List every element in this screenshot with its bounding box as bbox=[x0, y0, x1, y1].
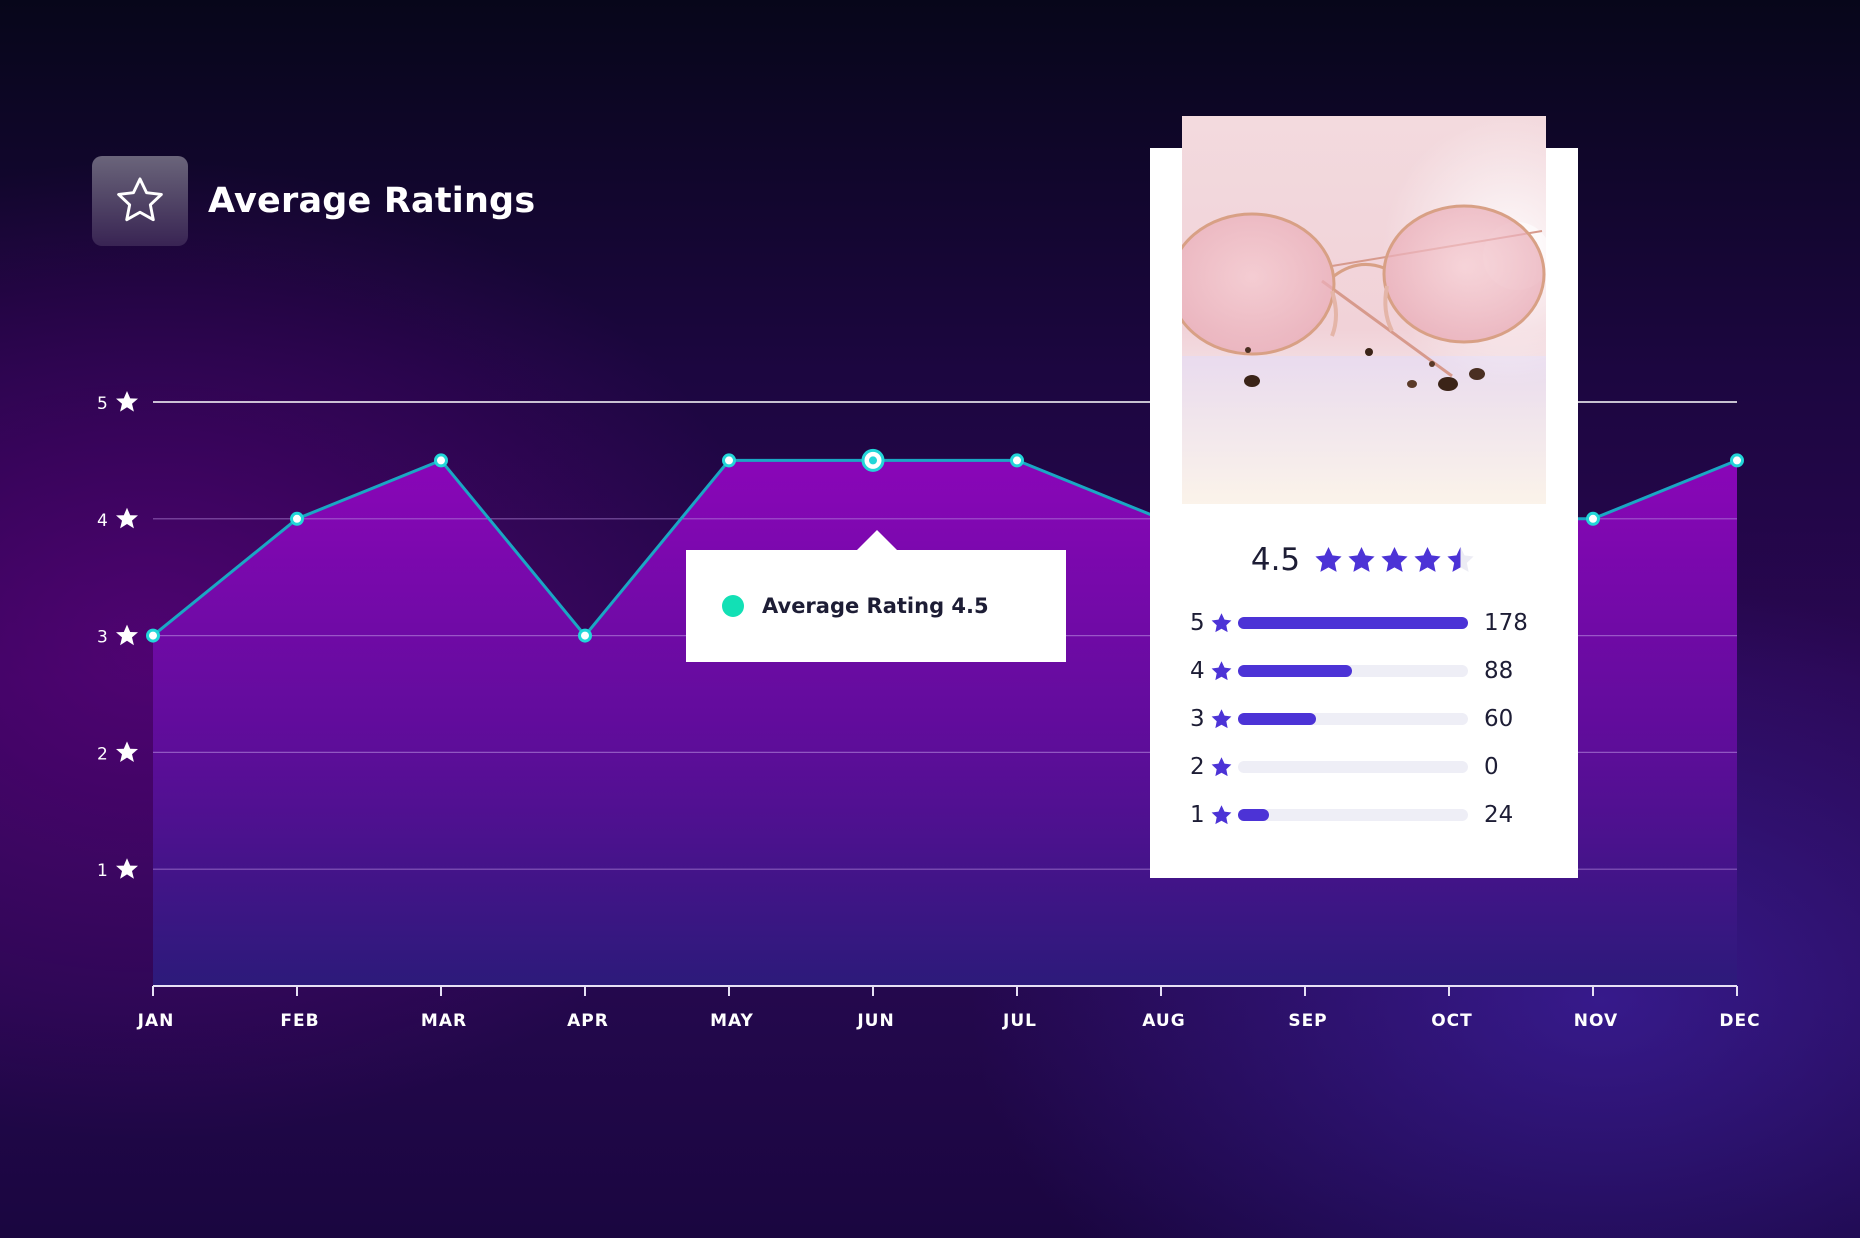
distribution-row: 3 60 bbox=[1190, 704, 1570, 734]
rating-star-icon bbox=[1447, 546, 1474, 572]
y-tick-label: 5 bbox=[97, 394, 108, 414]
data-point[interactable] bbox=[290, 511, 304, 526]
star-icon bbox=[1206, 802, 1236, 828]
rating-star-icon bbox=[1414, 546, 1441, 572]
distribution-bar-track bbox=[1238, 665, 1468, 677]
star-icon bbox=[116, 391, 138, 412]
x-tick-label: SEP bbox=[1288, 1011, 1327, 1031]
data-point[interactable] bbox=[578, 628, 592, 643]
page-title: Average Ratings bbox=[208, 181, 536, 221]
rating-count: 178 bbox=[1484, 610, 1528, 636]
star-icon bbox=[1206, 658, 1236, 684]
distribution-bar-fill bbox=[1238, 617, 1468, 629]
eyeglasses-photo bbox=[1182, 116, 1546, 504]
x-tick-label: NOV bbox=[1574, 1011, 1618, 1031]
distribution-bar-fill bbox=[1238, 713, 1316, 725]
data-point[interactable] bbox=[434, 453, 448, 468]
x-tick-label: JAN bbox=[137, 1011, 175, 1031]
star-icon bbox=[116, 858, 138, 879]
rating-count: 60 bbox=[1484, 706, 1514, 732]
y-tick-label: 1 bbox=[97, 861, 108, 881]
distribution-row: 4 88 bbox=[1190, 656, 1570, 686]
data-point[interactable] bbox=[1010, 453, 1024, 468]
distribution-bar-track bbox=[1238, 617, 1468, 629]
rating-count: 0 bbox=[1484, 754, 1499, 780]
tooltip-arrow bbox=[857, 530, 897, 550]
x-tick-label: FEB bbox=[280, 1011, 319, 1031]
star-outline-icon bbox=[92, 156, 188, 246]
x-tick-label: MAY bbox=[710, 1011, 754, 1031]
tooltip-label: Average Rating 4.5 bbox=[762, 594, 989, 618]
distribution-row: 5 178 bbox=[1190, 608, 1570, 638]
chart-tooltip: Average Rating 4.5 bbox=[686, 530, 1066, 662]
y-tick-label: 4 bbox=[97, 511, 108, 531]
x-tick-label: JUL bbox=[1002, 1011, 1037, 1031]
star-level-label: 2 bbox=[1190, 754, 1205, 780]
rating-star-icon bbox=[1348, 546, 1375, 572]
x-tick-label: OCT bbox=[1431, 1011, 1473, 1031]
data-point[interactable] bbox=[1730, 453, 1744, 468]
distribution-row: 1 24 bbox=[1190, 800, 1570, 830]
x-tick-label: APR bbox=[567, 1011, 609, 1031]
data-point[interactable] bbox=[1586, 511, 1600, 526]
distribution-bar-fill bbox=[1238, 665, 1352, 677]
star-icon bbox=[1206, 610, 1236, 636]
star-icon bbox=[116, 741, 138, 762]
data-point-highlight-core bbox=[869, 456, 877, 465]
star-icon bbox=[116, 507, 138, 529]
legend-dot bbox=[722, 595, 744, 617]
star-level-label: 1 bbox=[1190, 802, 1205, 828]
rating-star-icon bbox=[1381, 546, 1408, 572]
distribution-bar-track bbox=[1238, 809, 1468, 821]
rating-count: 88 bbox=[1484, 658, 1514, 684]
chart-header: Average Ratings bbox=[92, 156, 535, 246]
rating-summary: 4.5 bbox=[1150, 540, 1578, 580]
distribution-bar-track bbox=[1238, 761, 1468, 773]
data-point[interactable] bbox=[722, 453, 736, 468]
rating-count: 24 bbox=[1484, 802, 1514, 828]
distribution-bar-track bbox=[1238, 713, 1468, 725]
x-tick-label: AUG bbox=[1142, 1011, 1185, 1031]
star-level-label: 3 bbox=[1190, 706, 1205, 732]
rating-star-icon bbox=[1315, 546, 1342, 572]
star-level-label: 5 bbox=[1190, 610, 1205, 636]
distribution-bar-fill bbox=[1238, 809, 1269, 821]
y-tick-label: 2 bbox=[97, 744, 108, 764]
data-point[interactable] bbox=[146, 628, 160, 643]
star-icon bbox=[1206, 754, 1236, 780]
average-rating: 4.5 bbox=[1250, 542, 1301, 578]
star-icon bbox=[1206, 706, 1236, 732]
y-tick-label: 3 bbox=[97, 628, 108, 648]
x-tick-label: DEC bbox=[1719, 1011, 1760, 1031]
star-icon bbox=[116, 624, 138, 646]
x-tick-label: MAR bbox=[421, 1011, 467, 1031]
rating-stars bbox=[1312, 544, 1477, 577]
x-tick-label: JUN bbox=[856, 1011, 894, 1031]
star-level-label: 4 bbox=[1190, 658, 1205, 684]
